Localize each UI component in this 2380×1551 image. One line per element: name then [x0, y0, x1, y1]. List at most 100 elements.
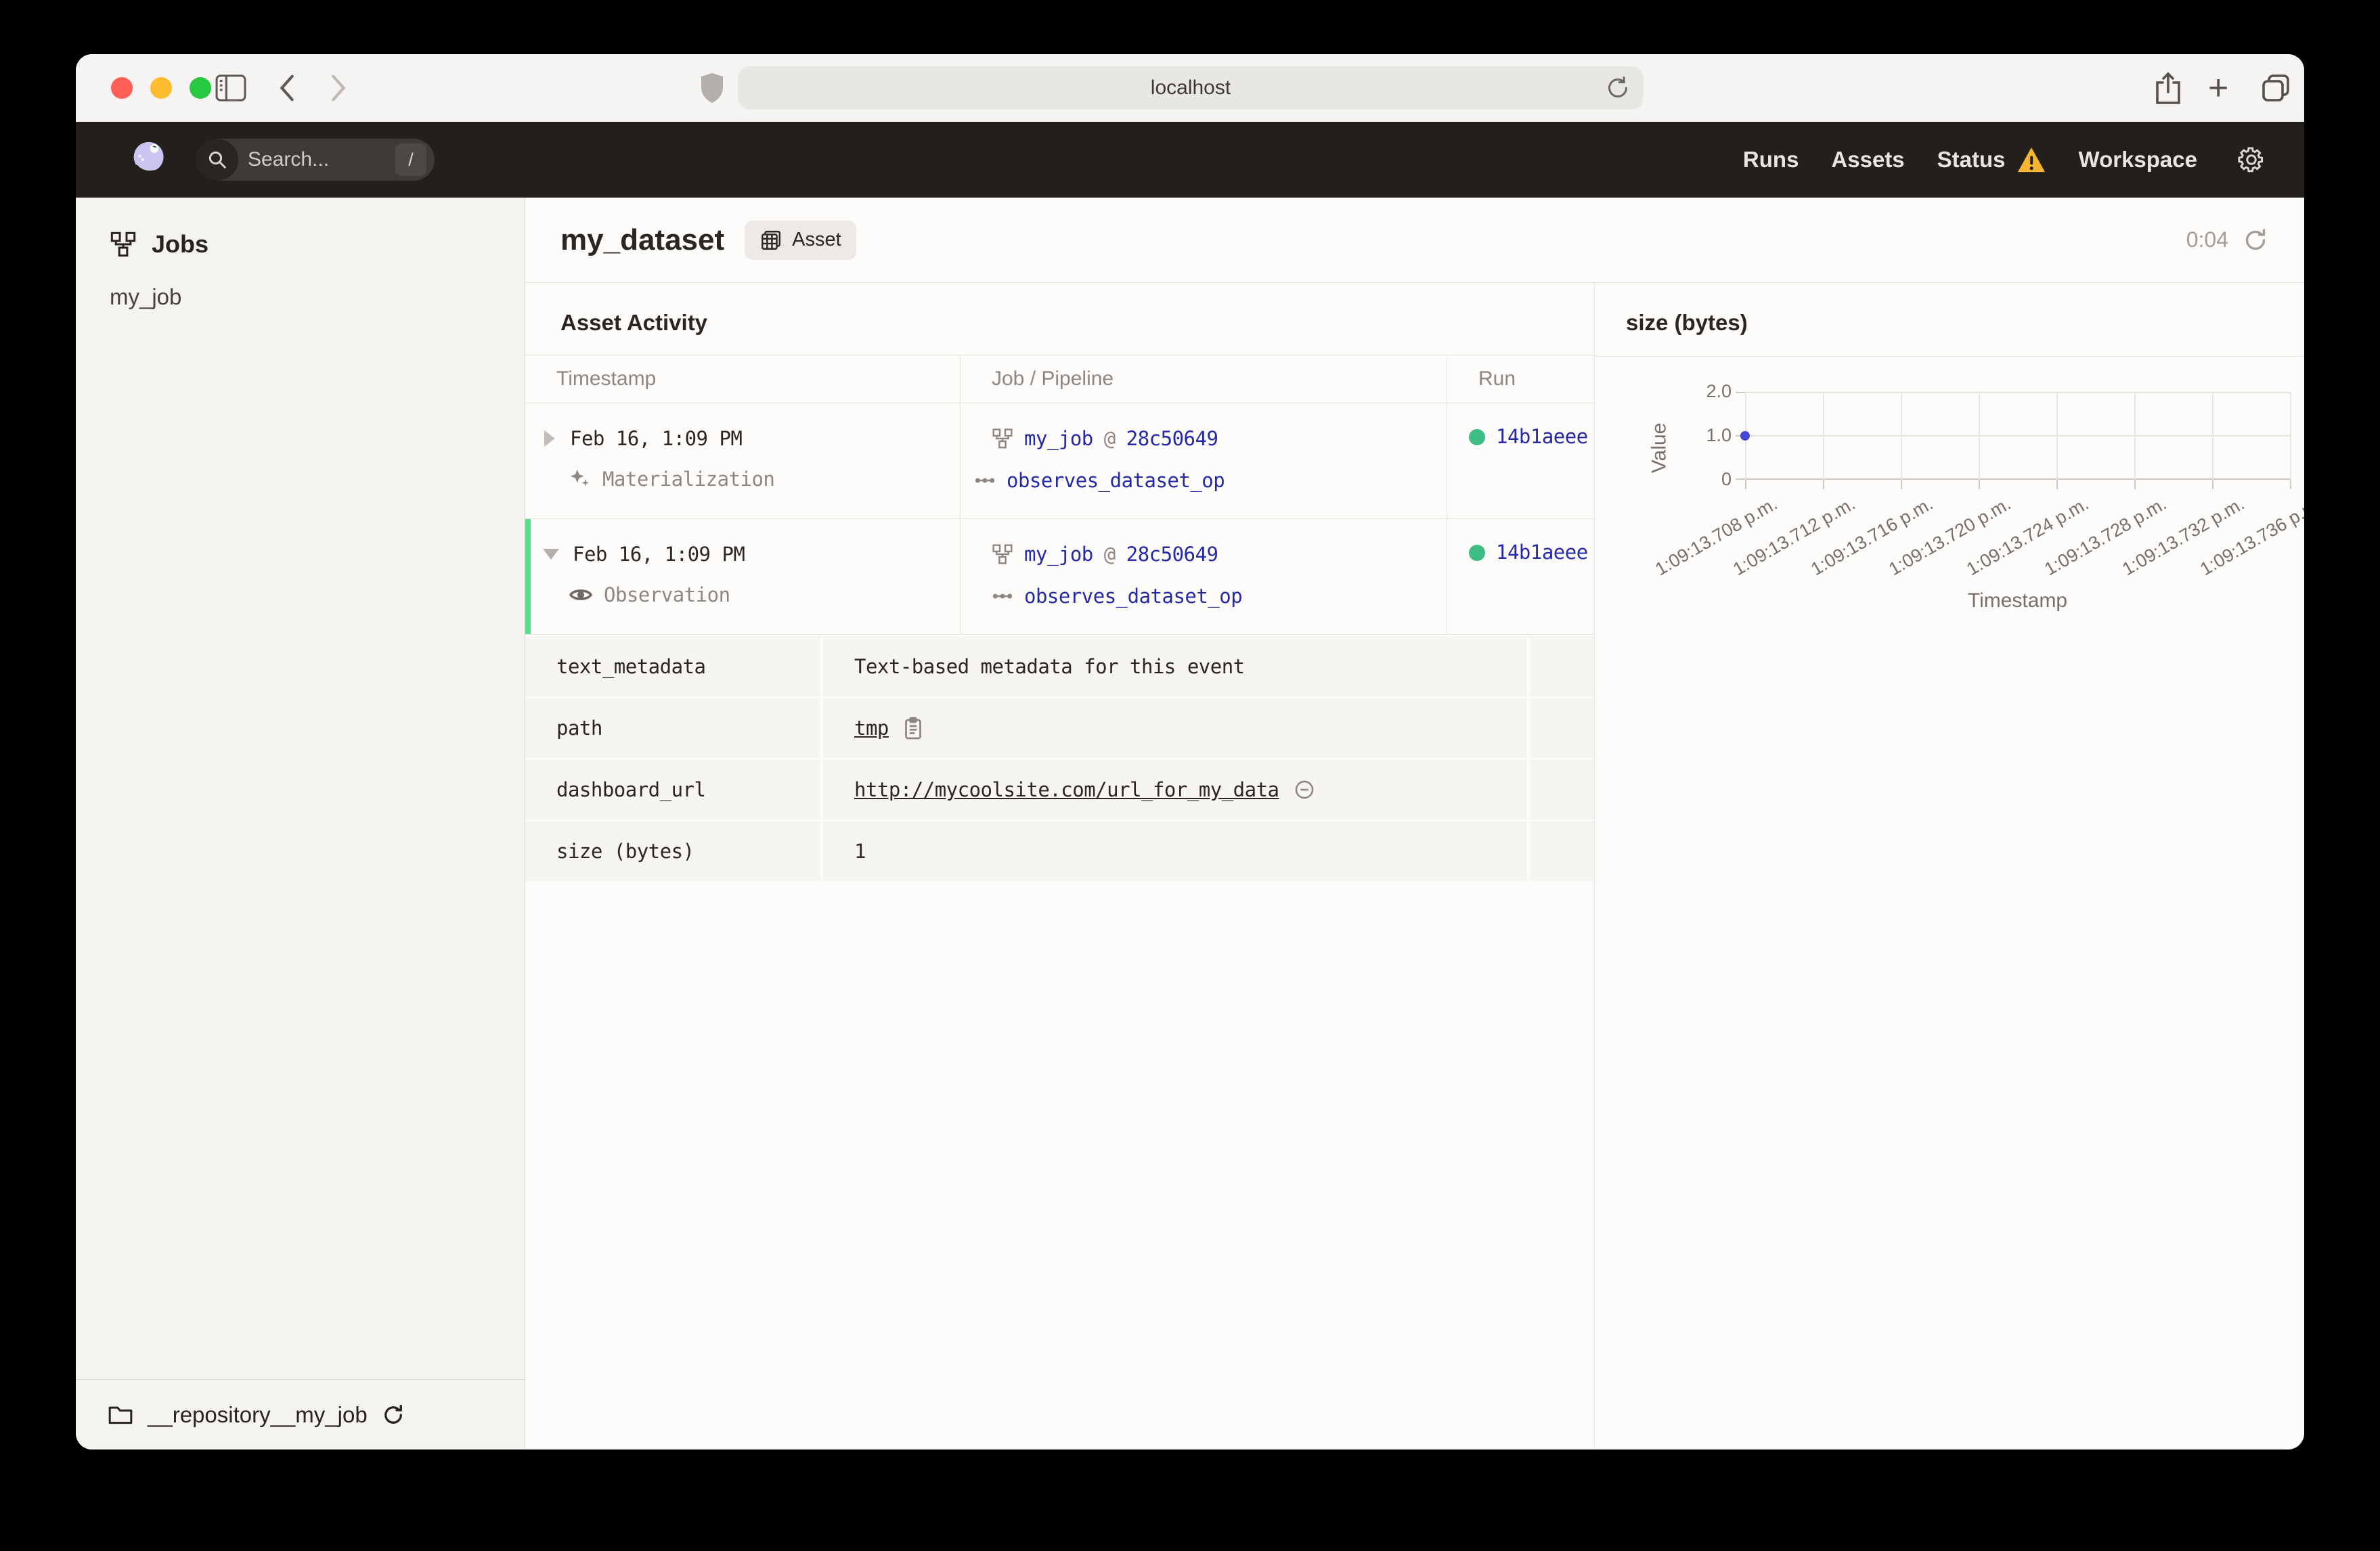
jobs-icon — [110, 231, 136, 257]
metadata-row-path: path tmp — [525, 698, 1594, 758]
event-timestamp: Feb 16, 1:09 PM — [570, 427, 743, 450]
nav-status[interactable]: Status — [1937, 146, 2046, 173]
search-shortcut-key: / — [395, 143, 426, 176]
plot-area: 1:09:13.708 p.m. 1:09:13.712 p.m. 1:09:1… — [1652, 392, 2304, 612]
x-tick: 1:09:13.736 p.m. — [2197, 493, 2304, 580]
asset-badge-label: Asset — [792, 229, 841, 250]
app-header: / Runs Assets Status Workspace — [76, 122, 2304, 198]
repository-footer: __repository__my_job — [76, 1379, 525, 1449]
back-icon[interactable] — [273, 72, 301, 104]
event-row-materialization: Feb 16, 1:09 PM Materialization — [525, 403, 1594, 519]
sidebar-item-my-job[interactable]: my_job — [110, 284, 182, 309]
size-chart: Value 2.0 1.0 0 — [1595, 357, 2304, 648]
metadata-key: text_metadata — [556, 655, 706, 678]
dashboard-url-link[interactable]: http://mycoolsite.com/url_for_my_data — [854, 778, 1279, 801]
address-bar[interactable]: localhost — [738, 66, 1644, 110]
job-link[interactable]: my_job — [1024, 427, 1093, 450]
browser-chrome: localhost + — [76, 54, 2304, 122]
asset-badge: Asset — [745, 220, 856, 260]
run-status-icon — [1469, 429, 1485, 445]
op-icon — [992, 593, 1013, 599]
browser-window: localhost + — [76, 54, 2304, 1449]
asset-title-bar: my_dataset Asset 0:04 — [525, 198, 2304, 283]
event-timestamp: Feb 16, 1:09 PM — [573, 543, 745, 566]
op-link[interactable]: observes_dataset_op — [1024, 585, 1243, 608]
search-icon — [196, 139, 238, 181]
metadata-value: Text-based metadata for this event — [854, 655, 1245, 678]
search-input[interactable] — [238, 148, 395, 171]
job-link[interactable]: my_job — [1024, 543, 1093, 566]
asset-activity-section: Asset Activity Timestamp Job / Pipeline … — [525, 283, 1595, 1449]
materialization-icon — [570, 469, 590, 487]
asset-table-icon — [762, 230, 781, 250]
metadata-row-text-metadata: text_metadata Text-based metadata for th… — [525, 637, 1594, 696]
close-window-button[interactable] — [111, 77, 133, 99]
page-title: my_dataset — [560, 223, 725, 256]
job-icon — [992, 428, 1013, 449]
link-icon — [1293, 778, 1316, 801]
reload-icon[interactable] — [1604, 74, 1631, 102]
nav-runs[interactable]: Runs — [1742, 147, 1799, 172]
share-icon[interactable] — [2153, 70, 2184, 106]
event-type: Observation — [604, 583, 730, 606]
activity-heading: Asset Activity — [560, 310, 708, 335]
privacy-shield-icon[interactable] — [700, 72, 724, 104]
observation-icon — [569, 589, 593, 600]
sidebar-heading: Jobs — [76, 198, 525, 265]
data-point[interactable] — [1740, 431, 1750, 441]
event-type: Materialization — [602, 468, 775, 491]
run-id-link[interactable]: 14b1aeee — [1496, 541, 1588, 564]
jobs-sidebar: Jobs my_job __repository__my_job — [76, 198, 525, 1449]
zoom-window-button[interactable] — [190, 77, 211, 99]
metadata-key: path — [556, 717, 602, 740]
col-timestamp: Timestamp — [556, 367, 657, 390]
metadata-key: size (bytes) — [556, 840, 695, 863]
expand-toggle-icon[interactable] — [544, 430, 555, 447]
x-axis-label: Timestamp — [1967, 589, 2068, 612]
path-link[interactable]: tmp — [854, 717, 889, 740]
job-version-link[interactable]: 28c50649 — [1126, 543, 1218, 566]
activity-table-header: Timestamp Job / Pipeline Run — [525, 355, 1594, 403]
global-search[interactable]: / — [196, 139, 435, 181]
traffic-lights — [111, 77, 211, 99]
y-tick: 1.0 — [1706, 425, 1732, 445]
url-text: localhost — [1150, 76, 1231, 99]
chart-title: size (bytes) — [1595, 283, 2304, 357]
col-job-pipeline: Job / Pipeline — [960, 355, 1447, 403]
metadata-row-dashboard-url: dashboard_url http://mycoolsite.com/url_… — [525, 760, 1594, 819]
at-separator: @ — [1103, 543, 1116, 566]
copy-path-icon[interactable] — [902, 716, 924, 740]
nav-status-label: Status — [1937, 147, 2006, 172]
sidebar-heading-label: Jobs — [152, 230, 209, 258]
warning-icon — [2017, 147, 2045, 173]
y-tick: 0 — [1721, 469, 1732, 489]
job-version-link[interactable]: 28c50649 — [1126, 427, 1218, 450]
refresh-timer: 0:04 — [2186, 227, 2228, 252]
new-tab-icon[interactable]: + — [2208, 68, 2229, 108]
folder-icon — [108, 1406, 133, 1424]
main-panel: my_dataset Asset 0:04 — [525, 198, 2304, 1449]
reload-repository-icon[interactable] — [381, 1403, 405, 1427]
size-chart-panel: size (bytes) Value 2.0 1.0 0 — [1595, 283, 2304, 1449]
forward-icon[interactable] — [325, 72, 352, 104]
tab-overview-icon[interactable] — [2260, 72, 2292, 104]
metadata-value: 1 — [854, 840, 866, 863]
at-separator: @ — [1103, 427, 1116, 450]
run-status-icon — [1469, 545, 1485, 561]
repository-name: __repository__my_job — [148, 1401, 368, 1427]
job-icon — [992, 544, 1013, 564]
collapse-toggle-icon[interactable] — [543, 549, 559, 560]
y-tick: 2.0 — [1706, 381, 1732, 401]
metadata-row-size: size (bytes) 1 — [525, 822, 1594, 881]
metadata-key: dashboard_url — [556, 778, 706, 801]
nav-assets[interactable]: Assets — [1831, 147, 1905, 172]
minimize-window-button[interactable] — [150, 77, 172, 99]
settings-gear-icon[interactable] — [2236, 145, 2266, 175]
event-row-observation: Feb 16, 1:09 PM Observation — [525, 519, 1594, 635]
dagster-logo-icon[interactable] — [127, 137, 172, 182]
refresh-icon[interactable] — [2242, 227, 2269, 254]
run-id-link[interactable]: 14b1aeee — [1496, 425, 1588, 448]
sidebar-toggle-icon[interactable] — [215, 74, 246, 102]
op-link[interactable]: observes_dataset_op — [1007, 469, 1225, 492]
nav-workspace[interactable]: Workspace — [2078, 147, 2197, 172]
